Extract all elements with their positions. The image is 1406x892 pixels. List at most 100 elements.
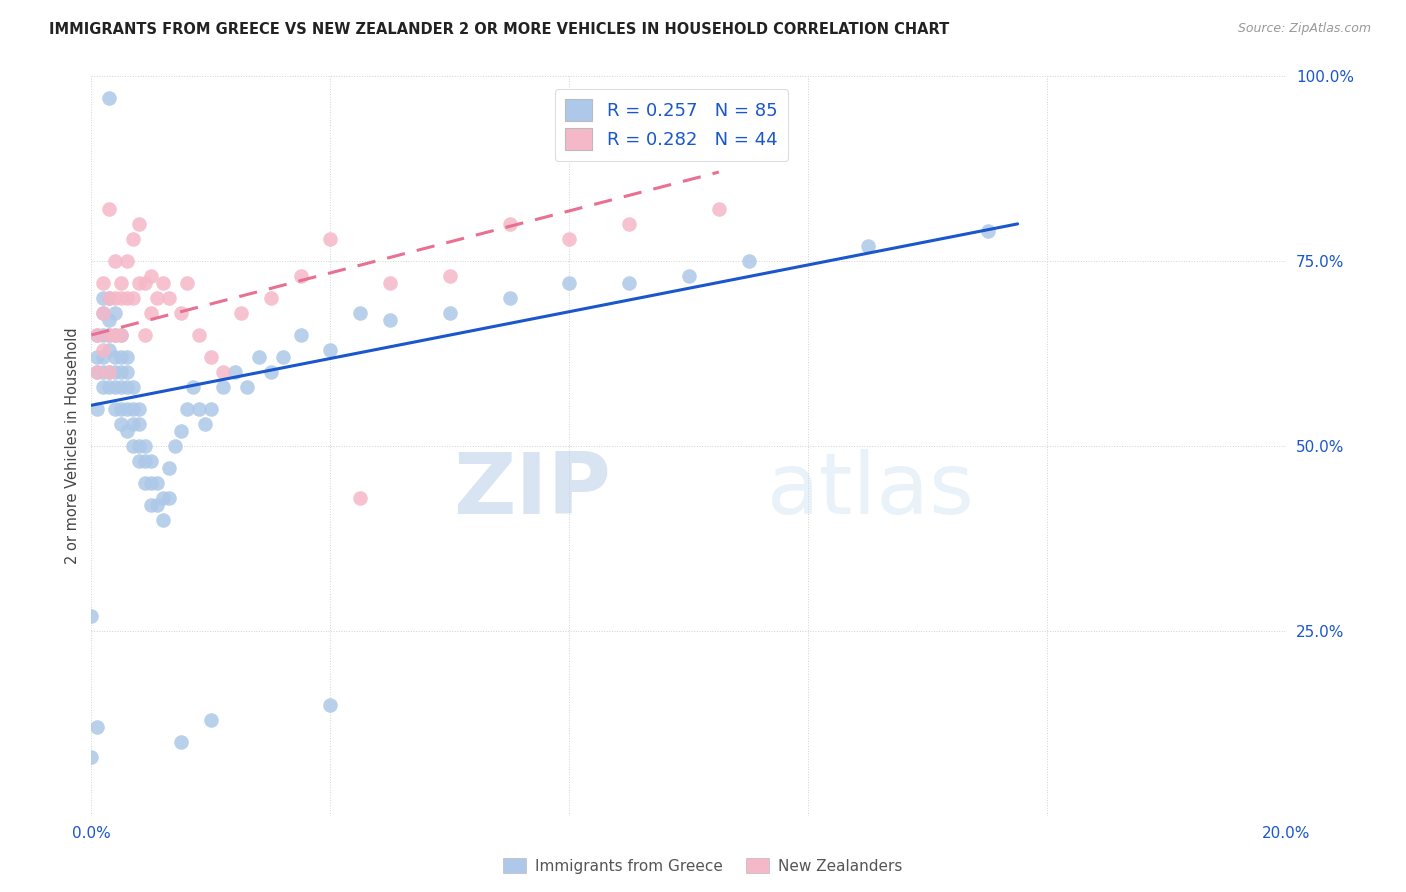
Point (141, 268, 163, 283)
Point (380, 313, 402, 327)
Point (104, 350, 127, 364)
Point (115, 401, 138, 416)
Point (98, 365, 121, 379)
Point (134, 327, 156, 342)
Point (194, 417, 217, 431)
Point (86, 401, 108, 416)
Point (93, 327, 115, 342)
Point (170, 424, 193, 438)
Point (224, 365, 246, 379)
Point (134, 454, 156, 468)
Point (115, 291, 138, 305)
Point (858, 239, 880, 253)
Point (86, 327, 108, 342)
Point (146, 475, 169, 490)
Point (141, 454, 163, 468)
Point (558, 276, 581, 290)
Point (115, 380, 138, 394)
Point (976, 224, 998, 238)
Point (115, 253, 138, 268)
Point (380, 276, 402, 290)
Point (122, 291, 145, 305)
Point (439, 268, 461, 283)
Point (110, 327, 132, 342)
Point (707, 202, 730, 216)
Point (122, 380, 145, 394)
Point (104, 327, 127, 342)
Point (115, 365, 138, 379)
Point (319, 232, 342, 246)
Point (128, 454, 150, 468)
Point (98, 380, 121, 394)
Point (104, 401, 127, 416)
Point (110, 380, 132, 394)
Point (104, 365, 127, 379)
Point (110, 327, 132, 342)
Point (619, 217, 641, 231)
Point (98, 327, 121, 342)
Point (104, 306, 127, 320)
Point (211, 365, 233, 379)
Point (104, 327, 127, 342)
Point (247, 350, 270, 364)
Point (163, 439, 186, 453)
Point (152, 276, 174, 290)
Point (128, 276, 150, 290)
Point (93, 350, 115, 364)
Point (98, 291, 121, 305)
Point (439, 306, 461, 320)
Point (110, 276, 132, 290)
Point (259, 291, 281, 305)
Point (619, 276, 641, 290)
Point (128, 401, 150, 416)
Point (319, 343, 342, 357)
Point (290, 268, 312, 283)
Point (170, 735, 193, 749)
Point (128, 417, 150, 431)
Point (229, 306, 252, 320)
Point (98, 365, 121, 379)
Point (200, 713, 222, 727)
Point (499, 217, 522, 231)
Point (93, 343, 115, 357)
Point (122, 417, 145, 431)
Point (110, 350, 132, 364)
Point (211, 380, 233, 394)
Point (176, 401, 198, 416)
Point (157, 291, 180, 305)
Point (157, 461, 180, 475)
Point (499, 291, 522, 305)
Point (98, 327, 121, 342)
Point (200, 401, 222, 416)
Point (678, 268, 700, 283)
Point (259, 365, 281, 379)
Text: Source: ZipAtlas.com: Source: ZipAtlas.com (1237, 22, 1371, 36)
Legend: R = 0.257   N = 85, R = 0.282   N = 44: R = 0.257 N = 85, R = 0.282 N = 44 (554, 88, 789, 161)
Point (98, 291, 121, 305)
Point (98, 202, 121, 216)
Point (86, 327, 108, 342)
Point (188, 401, 211, 416)
Point (319, 698, 342, 712)
Point (110, 401, 132, 416)
Point (152, 491, 174, 505)
Text: atlas: atlas (766, 449, 974, 532)
Point (86, 365, 108, 379)
Point (235, 380, 259, 394)
Point (134, 475, 156, 490)
Point (128, 439, 150, 453)
Point (188, 327, 211, 342)
Point (93, 380, 115, 394)
Point (115, 424, 138, 438)
Point (80, 609, 103, 624)
Point (104, 291, 127, 305)
Point (146, 291, 169, 305)
Point (128, 217, 150, 231)
Point (141, 306, 163, 320)
Point (157, 491, 180, 505)
Text: ZIP: ZIP (454, 449, 612, 532)
Point (122, 401, 145, 416)
Point (290, 327, 312, 342)
Point (110, 417, 132, 431)
Point (737, 253, 759, 268)
